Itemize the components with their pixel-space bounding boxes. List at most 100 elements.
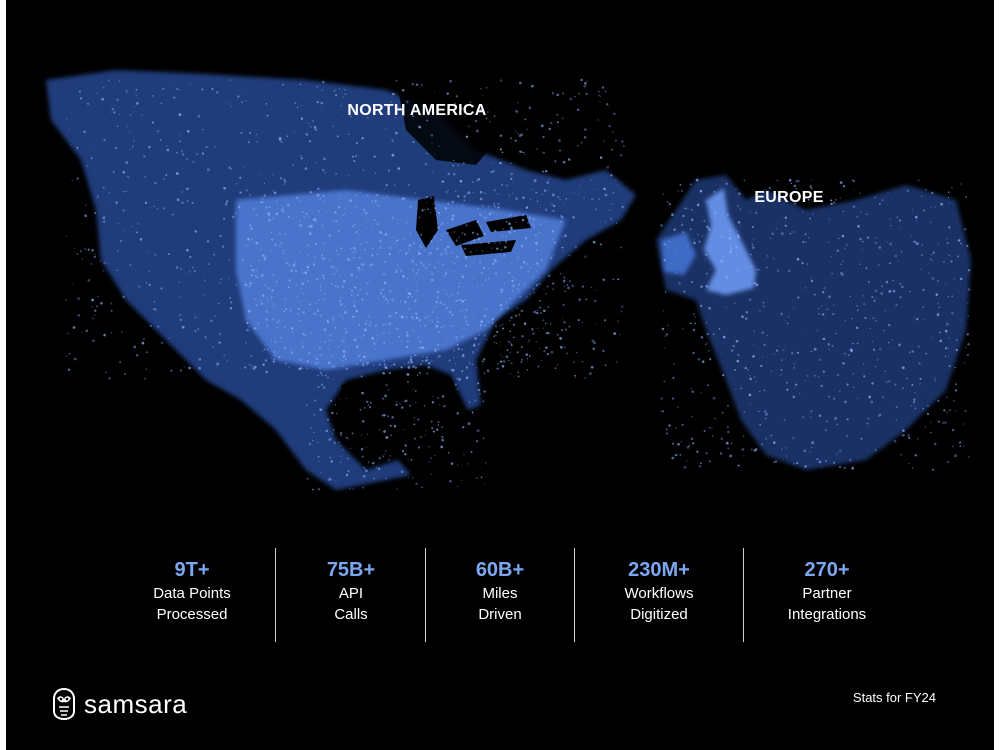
stat-partner-integrations: 270+ Partner Integrations <box>744 548 910 642</box>
road-node <box>223 187 226 190</box>
road-node <box>690 218 694 222</box>
road-node <box>470 450 473 454</box>
road-node <box>563 285 566 288</box>
road-node <box>344 207 346 209</box>
road-node <box>942 421 945 425</box>
road-node <box>947 197 950 199</box>
road-node <box>537 365 540 368</box>
road-node <box>91 305 93 308</box>
road-node <box>893 440 897 443</box>
road-node <box>263 194 267 197</box>
road-node <box>342 279 346 283</box>
road-node <box>674 228 677 231</box>
road-node <box>501 183 503 186</box>
road-node <box>122 295 125 299</box>
road-node <box>153 205 156 208</box>
road-node <box>515 197 518 200</box>
road-node <box>545 322 547 325</box>
road-node <box>321 223 324 226</box>
road-node <box>552 209 555 212</box>
road-node <box>603 319 607 322</box>
road-node <box>520 133 524 136</box>
road-node <box>482 437 485 440</box>
road-node <box>319 198 321 200</box>
road-node <box>384 366 388 369</box>
road-node <box>531 188 533 191</box>
road-node <box>429 251 432 255</box>
road-node <box>455 299 458 302</box>
road-node <box>369 401 372 404</box>
road-node <box>804 241 807 243</box>
road-node <box>595 289 598 291</box>
road-node <box>198 358 202 361</box>
road-node <box>599 156 603 159</box>
road-node <box>501 234 504 237</box>
road-node <box>776 269 780 272</box>
road-node <box>665 432 669 435</box>
road-node <box>136 231 139 234</box>
road-node <box>249 132 252 135</box>
road-node <box>500 308 503 311</box>
road-node <box>578 185 581 187</box>
road-node <box>693 313 695 315</box>
road-node <box>362 364 365 367</box>
gulf-of-mexico <box>341 372 461 455</box>
road-node <box>686 460 688 462</box>
road-node <box>499 353 502 356</box>
divider <box>425 548 426 642</box>
road-node <box>470 348 473 351</box>
road-node <box>463 314 465 316</box>
road-node <box>467 191 471 195</box>
road-node <box>795 383 798 386</box>
road-node <box>889 262 891 265</box>
road-node <box>528 216 532 220</box>
road-node <box>515 110 518 113</box>
road-node <box>580 78 583 82</box>
road-node <box>537 265 539 267</box>
road-node <box>720 437 724 441</box>
road-node <box>287 286 290 289</box>
road-node <box>559 337 562 340</box>
road-node <box>415 281 418 284</box>
road-node <box>573 361 575 363</box>
road-node <box>934 377 936 379</box>
road-node <box>460 302 462 304</box>
road-node <box>366 361 369 365</box>
road-node <box>948 254 951 257</box>
road-node <box>108 377 111 380</box>
road-node <box>379 239 382 243</box>
road-node <box>430 473 433 476</box>
road-node <box>680 441 682 443</box>
road-node <box>347 133 350 136</box>
north-america-label: NORTH AMERICA <box>347 102 486 119</box>
road-node <box>361 336 364 339</box>
road-node <box>884 309 887 312</box>
road-node <box>844 319 846 321</box>
road-node <box>796 179 800 183</box>
road-node <box>931 468 935 471</box>
road-node <box>426 358 429 361</box>
road-node <box>513 230 516 233</box>
road-node <box>434 206 437 210</box>
road-node <box>367 404 370 406</box>
road-node <box>360 447 364 451</box>
road-node <box>186 199 189 202</box>
road-node <box>282 211 285 214</box>
road-node <box>871 382 874 385</box>
road-node <box>499 344 501 346</box>
road-node <box>730 245 733 248</box>
road-node <box>718 328 721 330</box>
road-node <box>849 295 852 298</box>
road-node <box>922 288 925 292</box>
road-node <box>197 328 200 331</box>
road-node <box>556 94 558 97</box>
road-node <box>897 260 899 262</box>
road-node <box>532 218 535 221</box>
road-node <box>342 214 345 216</box>
road-node <box>388 246 392 250</box>
road-node <box>245 100 247 102</box>
road-node <box>194 316 197 319</box>
road-node <box>110 331 113 334</box>
road-node <box>906 189 909 192</box>
road-node <box>510 162 512 165</box>
